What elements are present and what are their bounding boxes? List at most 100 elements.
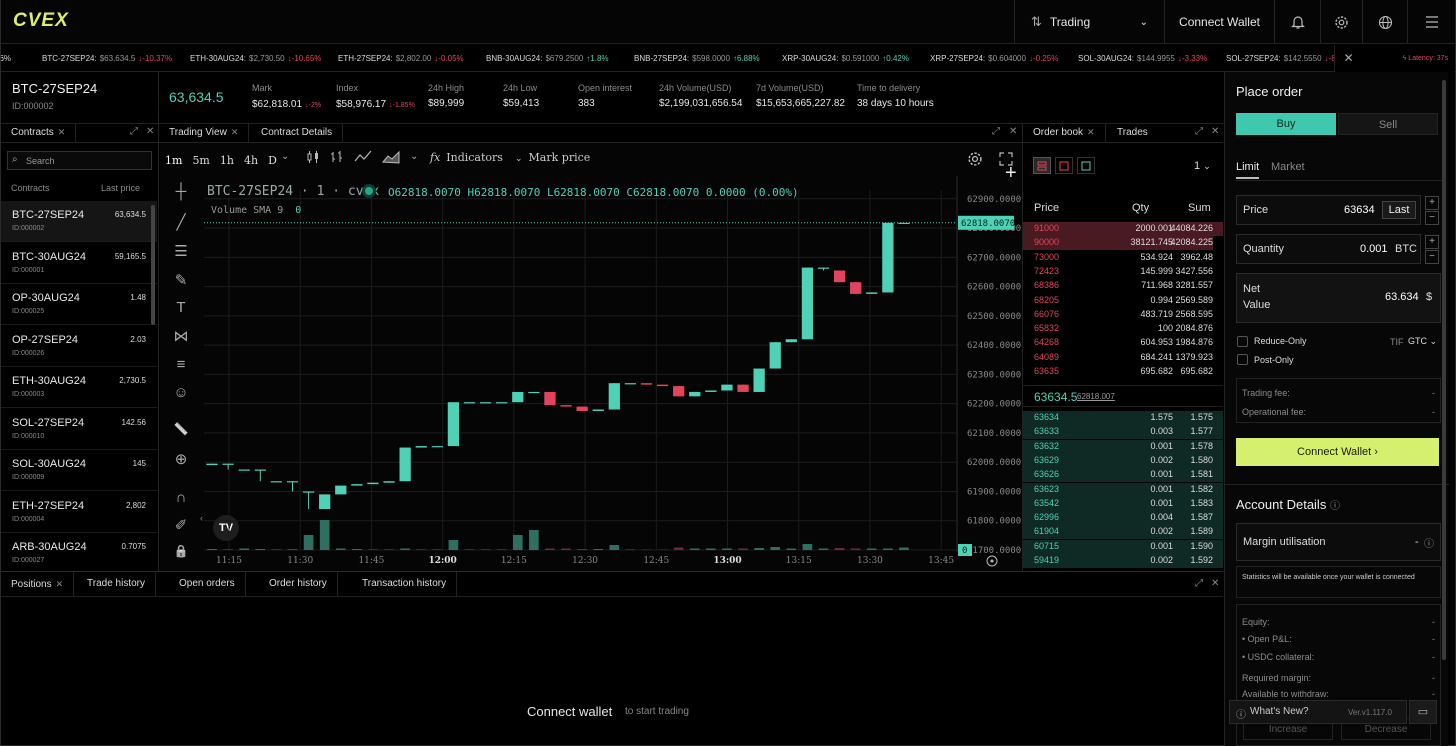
interval-1h[interactable]: 1h: [219, 153, 234, 167]
close-panel-icon[interactable]: ✕: [1211, 578, 1220, 589]
tab-contract-details[interactable]: Contract Details: [251, 123, 344, 143]
orderbook-bid-row[interactable]: 62996 0.004 1.587: [1023, 511, 1223, 526]
trading-menu[interactable]: ⇅ Trading ⌄: [1014, 0, 1164, 44]
text-tool-icon[interactable]: T: [176, 299, 186, 316]
tab-trades[interactable]: Trades: [1117, 127, 1148, 138]
interval-1m[interactable]: 1m: [165, 153, 183, 167]
close-panel-icon[interactable]: ✕: [1211, 126, 1220, 137]
quantity-increment-icon[interactable]: +: [1425, 235, 1439, 249]
orderbook-bid-row[interactable]: 63623 0.001 1.582: [1023, 482, 1223, 497]
connect-wallet-button[interactable]: Connect Wallet ›: [1236, 438, 1439, 466]
ticker-item[interactable]: ETH-30AUG24: $2,730.50 ↓-10.65%: [190, 54, 321, 63]
ticker-item[interactable]: SOL-27SEP24:$142.5550↓-8.0: [1226, 54, 1342, 63]
orderbook-ask-row[interactable]: 64268 604.953 1984.876: [1023, 336, 1223, 350]
bids-only-view-icon[interactable]: [1077, 157, 1095, 174]
price-input[interactable]: Price 63634 Last: [1236, 195, 1421, 225]
contract-list-item[interactable]: ETH-27SEP24 ID:000004 2,802: [1, 492, 157, 533]
trendline-icon[interactable]: ╱: [176, 214, 186, 231]
magnet-icon[interactable]: ∩: [175, 489, 187, 506]
chart-area[interactable]: [160, 143, 1022, 571]
interval-D[interactable]: D: [268, 153, 277, 167]
orderbook-bid-row[interactable]: 63626 0.001 1.581: [1023, 468, 1223, 483]
interval-dropdown-icon[interactable]: ⌄: [281, 151, 290, 162]
connect-wallet-link[interactable]: Connect wallet: [527, 704, 613, 719]
symbol-selector[interactable]: BTC-27SEP24 ID:000002: [1, 72, 159, 124]
price-increment-icon[interactable]: +: [1425, 196, 1439, 210]
price-chart[interactable]: 62900.000062800.000062700.000062600.0000…: [160, 176, 1022, 570]
ticker-item[interactable]: SOL-30AUG24: $144.9955 ↓-3.33%: [1078, 54, 1207, 63]
tab-trading-view[interactable]: Trading View ✕: [159, 123, 250, 143]
orderbook-ask-row[interactable]: 64089 684.241 1379.923: [1023, 351, 1223, 365]
order-panel-scrollbar[interactable]: [1442, 80, 1446, 660]
lock-draw-icon[interactable]: ✐: [174, 517, 188, 534]
bars-icon[interactable]: [330, 150, 344, 167]
orderbook-bid-row[interactable]: 63629 0.002 1.580: [1023, 453, 1223, 468]
hamburger-menu-icon[interactable]: [1407, 0, 1455, 44]
contracts-search-input[interactable]: ⌕ Search: [7, 151, 152, 170]
orderbook-ask-row[interactable]: 68386 711.968 3281.557: [1023, 279, 1223, 293]
fullscreen-icon[interactable]: [999, 152, 1013, 169]
orderbook-bid-row[interactable]: 63632 0.001 1.578: [1023, 439, 1223, 454]
tif-select[interactable]: GTC ⌄: [1408, 336, 1437, 347]
indicators-button[interactable]: fx Indicators: [430, 151, 503, 164]
language-globe-icon[interactable]: [1362, 0, 1407, 44]
ticker-item[interactable]: XRP-27SEP24: $0.604000 ↓-0.25%: [930, 54, 1058, 63]
buy-button[interactable]: Buy: [1236, 113, 1336, 135]
chart-goto-icon[interactable]: [986, 555, 998, 570]
orderbook-ask-row[interactable]: 91000 2000.001 44084.226: [1023, 222, 1223, 236]
tab-order-book[interactable]: Order book ✕: [1023, 123, 1106, 143]
orderbook-ask-row[interactable]: 90000 38121.745 42084.225: [1023, 236, 1223, 251]
tradingview-logo[interactable]: TV: [213, 515, 239, 541]
collapse-toolbar-icon[interactable]: ‹: [200, 513, 203, 523]
close-ticker-icon[interactable]: ✕: [1334, 45, 1362, 72]
ticker-item[interactable]: ETH-27SEP24: $2,802.00 ↓-0.05%: [338, 54, 464, 63]
ticker-item[interactable]: BNB-30AUG24: $679.2500 ↑1.8%: [486, 54, 609, 63]
interval-5m[interactable]: 5m: [192, 153, 210, 167]
chevron-down-icon[interactable]: ⌄: [410, 151, 419, 162]
ticker-item[interactable]: BTC-27SEP24: $63,634.5 ↓-10.37%: [42, 54, 172, 63]
both-sides-view-icon[interactable]: [1033, 157, 1051, 174]
tab-trade-history[interactable]: Trade history: [77, 572, 156, 597]
last-price-button[interactable]: Last: [1382, 201, 1416, 219]
expand-icon[interactable]: ⤢: [130, 126, 138, 137]
chart-settings-gear-icon[interactable]: [967, 151, 983, 170]
contract-list-item[interactable]: ARB-30AUG24 ID:000027 0.7075: [1, 533, 157, 571]
close-icon[interactable]: ✕: [55, 579, 64, 589]
orderbook-bid-row[interactable]: 60715 0.001 1.590: [1023, 539, 1223, 554]
fib-icon[interactable]: ≡: [176, 356, 186, 373]
orderbook-bid-row[interactable]: 61904 0.002 1.589: [1023, 525, 1223, 540]
contract-list-item[interactable]: ETH-30AUG24 ID:000003 2,730.5: [1, 367, 157, 408]
ticker-item[interactable]: 06%: [1, 54, 17, 63]
asks-only-view-icon[interactable]: [1055, 157, 1073, 174]
mark-price-dropdown[interactable]: ⌄ Mark price: [515, 151, 590, 164]
close-icon[interactable]: ✕: [57, 127, 66, 137]
tab-positions[interactable]: Positions ✕: [1, 572, 75, 597]
contract-list-item[interactable]: BTC-27SEP24 ID:000002 63,634.5: [1, 201, 157, 242]
price-decrement-icon[interactable]: −: [1425, 211, 1439, 225]
tab-limit[interactable]: Limit: [1236, 161, 1260, 179]
emoji-icon[interactable]: ☺: [173, 384, 189, 401]
contract-list-item[interactable]: OP-27SEP24 ID:000026 2.03: [1, 326, 157, 367]
ticker-item[interactable]: XRP-30AUG24: $0.591000 ↑0.42%: [782, 54, 909, 63]
orderbook-ask-row[interactable]: 72423 145.999 3427.556: [1023, 265, 1223, 279]
mid-mark-value[interactable]: 62818.007: [1077, 392, 1115, 401]
settings-gear-icon[interactable]: [1320, 0, 1362, 44]
info-icon[interactable]: ⓘ: [1329, 501, 1340, 512]
tab-contracts[interactable]: Contracts ✕: [1, 123, 77, 143]
quantity-input[interactable]: Quantity 0.001 BTC: [1236, 234, 1421, 264]
orderbook-ask-row[interactable]: 66076 483.719 2568.595: [1023, 308, 1223, 322]
candles-icon[interactable]: [306, 150, 320, 167]
pattern-icon[interactable]: ⋈: [173, 328, 189, 345]
tab-open-orders[interactable]: Open orders: [169, 572, 246, 597]
horizontal-lines-icon[interactable]: ☰: [174, 243, 188, 260]
contract-list-item[interactable]: SOL-30AUG24 ID:000009 145: [1, 450, 157, 491]
chat-icon[interactable]: ▭: [1409, 700, 1437, 724]
close-panel-icon[interactable]: ✕: [1009, 126, 1018, 137]
lock-icon[interactable]: 🔒: [173, 544, 189, 558]
contracts-scrollbar[interactable]: [151, 205, 155, 325]
whats-new-bar[interactable]: ⓘ What's New? Ver.v1.117.0: [1229, 700, 1407, 724]
grouping-select[interactable]: 1 ⌄: [1194, 160, 1211, 172]
contract-list-item[interactable]: BTC-30AUG24 ID:000001 59,165.5: [1, 243, 157, 284]
notification-bell-icon[interactable]: [1274, 0, 1320, 44]
orderbook-ask-row[interactable]: 68205 0.994 2569.589: [1023, 294, 1223, 308]
